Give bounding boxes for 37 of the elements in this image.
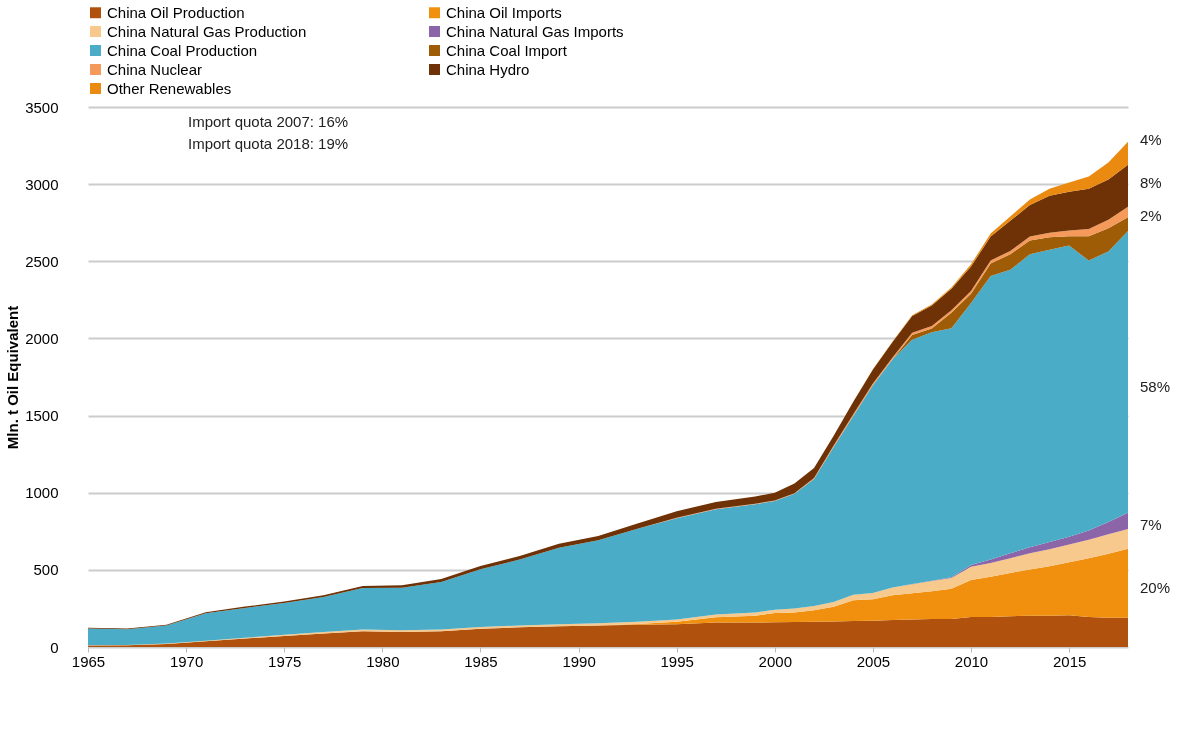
text: 58%: [1140, 378, 1171, 395]
x-tick-label: 2000: [758, 652, 792, 670]
y-tick-label: 2000: [25, 329, 59, 347]
y-tick-label: 1500: [25, 407, 59, 425]
x-tick-label: 1980: [366, 652, 400, 670]
legend-label: China Coal Import: [446, 41, 568, 59]
x-tick-label: 2010: [954, 652, 989, 670]
y-tick-label: 0: [50, 638, 59, 656]
y-axis-title: Mln. t Oil Equivalent: [4, 305, 22, 450]
text: 8%: [1140, 174, 1162, 191]
x-tick-label: 1990: [562, 652, 596, 670]
y-tick-label: 500: [33, 561, 59, 579]
annotation: Import quota 2007: 16%: [188, 113, 349, 130]
legend-label: China Natural Gas Imports: [446, 22, 624, 40]
legend-label: China Oil Imports: [446, 3, 562, 21]
annotation: Import quota 2018: 19%: [188, 135, 349, 152]
y-tick-label: 3000: [25, 175, 59, 193]
legend-label: China Natural Gas Production: [107, 22, 307, 40]
y-tick-label: 3500: [25, 98, 59, 116]
text: 2%: [1140, 207, 1162, 224]
x-tick-label: 2005: [856, 652, 891, 670]
x-tick-label: 1965: [71, 652, 106, 670]
legend-label: China Nuclear: [107, 60, 203, 78]
text: 4%: [1140, 131, 1162, 148]
x-tick-label: 1995: [660, 652, 694, 670]
x-tick-label: 1970: [169, 652, 204, 670]
legend-label: China Hydro: [446, 60, 530, 78]
y-tick-label: 1000: [25, 484, 59, 502]
x-tick-label: 1975: [268, 652, 302, 670]
legend-label: China Oil Production: [107, 3, 245, 21]
y-tick-label: 2500: [25, 252, 59, 270]
text: 20%: [1140, 579, 1171, 596]
legend-label: China Coal Production: [107, 41, 258, 59]
text: 7%: [1140, 516, 1162, 533]
x-tick-label: 1985: [464, 652, 498, 670]
legend-label: Other Renewables: [107, 79, 232, 97]
x-tick-label: 2015: [1052, 652, 1087, 670]
